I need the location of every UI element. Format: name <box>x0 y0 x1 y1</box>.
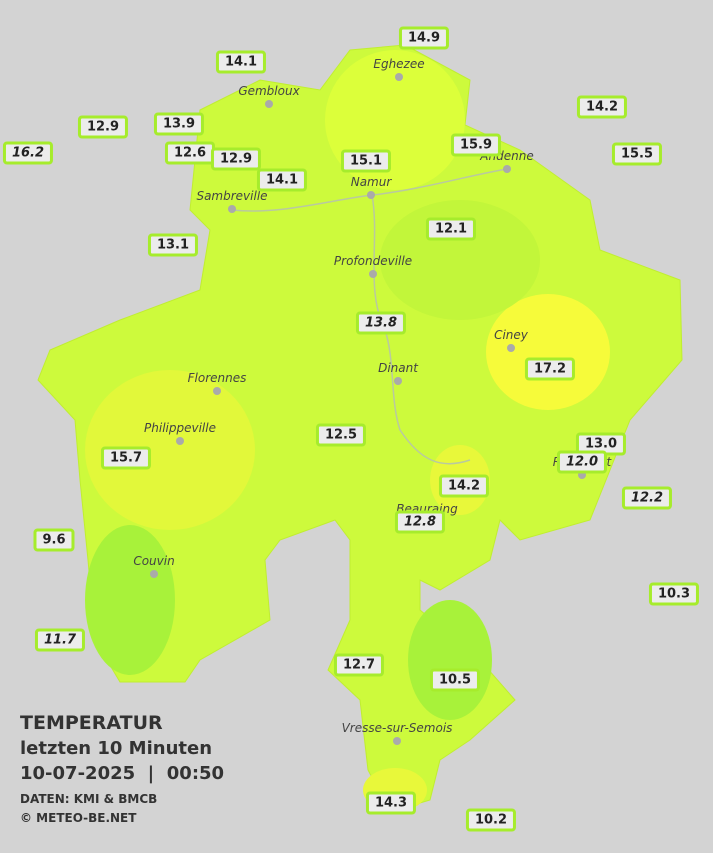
town-dot <box>507 344 515 352</box>
station-value: 13.8 <box>355 311 407 335</box>
town-dot <box>578 471 586 479</box>
station-value: 15.5 <box>611 142 663 166</box>
town-name: Florennes <box>187 371 247 385</box>
station-value: 14.2 <box>576 95 628 119</box>
town-dot <box>394 377 402 385</box>
station-value: 16.2 <box>2 141 54 165</box>
town-name: Namur <box>350 175 392 189</box>
station-value: 15.7 <box>100 446 152 470</box>
town-dot <box>265 100 273 108</box>
station-value: 11.7 <box>34 628 86 652</box>
station-value: 12.6 <box>164 141 216 165</box>
town-dot <box>228 205 236 213</box>
legend-copyright: © METEO-BE.NET <box>20 811 137 825</box>
town-dot <box>369 270 377 278</box>
station-value: 13.9 <box>153 112 205 136</box>
town-name: Sambreville <box>196 189 268 203</box>
legend-subtitle: letzten 10 Minuten <box>20 738 213 759</box>
station-value: 15.1 <box>340 149 392 173</box>
legend-title: TEMPERATUR <box>20 712 163 734</box>
station-value: 10.2 <box>465 808 517 832</box>
town-dot <box>367 191 375 199</box>
station-value: 12.1 <box>425 217 477 241</box>
station-value: 12.9 <box>77 115 129 139</box>
town-name: Dinant <box>378 361 418 375</box>
station-value: 14.1 <box>215 50 267 74</box>
cool-zone <box>85 525 175 675</box>
station-value: 10.5 <box>429 668 481 692</box>
town-name: Eghezee <box>373 57 425 71</box>
station-value: 14.2 <box>438 474 490 498</box>
town-name: Couvin <box>133 554 175 568</box>
station-value: 13.1 <box>147 233 199 257</box>
town-dot <box>213 387 221 395</box>
station-value: 12.0 <box>556 450 608 474</box>
station-value: 12.9 <box>210 147 262 171</box>
legend-source: DATEN: KMI & BMCB <box>20 792 158 806</box>
station-value: 12.2 <box>621 486 673 510</box>
station-value: 12.8 <box>394 510 446 534</box>
town-name: Vresse-sur-Semois <box>341 721 453 735</box>
town-name: Philippeville <box>144 421 216 435</box>
town-dot <box>395 73 403 81</box>
warm-zone <box>85 370 255 530</box>
warm-zone <box>486 294 610 410</box>
station-value: 15.9 <box>450 133 502 157</box>
town-dot <box>150 570 158 578</box>
town-name: Profondeville <box>333 254 413 268</box>
station-value: 14.1 <box>256 168 308 192</box>
town-dot <box>176 437 184 445</box>
station-value: 14.9 <box>398 26 450 50</box>
cool-zone <box>408 600 492 720</box>
station-value: 13.0 <box>575 432 627 456</box>
legend-timestamp: 10-07-2025 | 00:50 <box>20 763 225 784</box>
station-value: 17.2 <box>524 357 576 381</box>
town-name: Gembloux <box>238 84 300 98</box>
station-value: 9.6 <box>33 528 75 552</box>
town-name: Ciney <box>494 328 528 342</box>
town-dot <box>503 165 511 173</box>
town-dot <box>393 737 401 745</box>
cool-zone <box>380 200 540 320</box>
station-value: 12.5 <box>315 423 367 447</box>
station-value: 10.3 <box>648 582 700 606</box>
station-value: 14.3 <box>365 791 417 815</box>
station-value: 12.7 <box>333 653 385 677</box>
